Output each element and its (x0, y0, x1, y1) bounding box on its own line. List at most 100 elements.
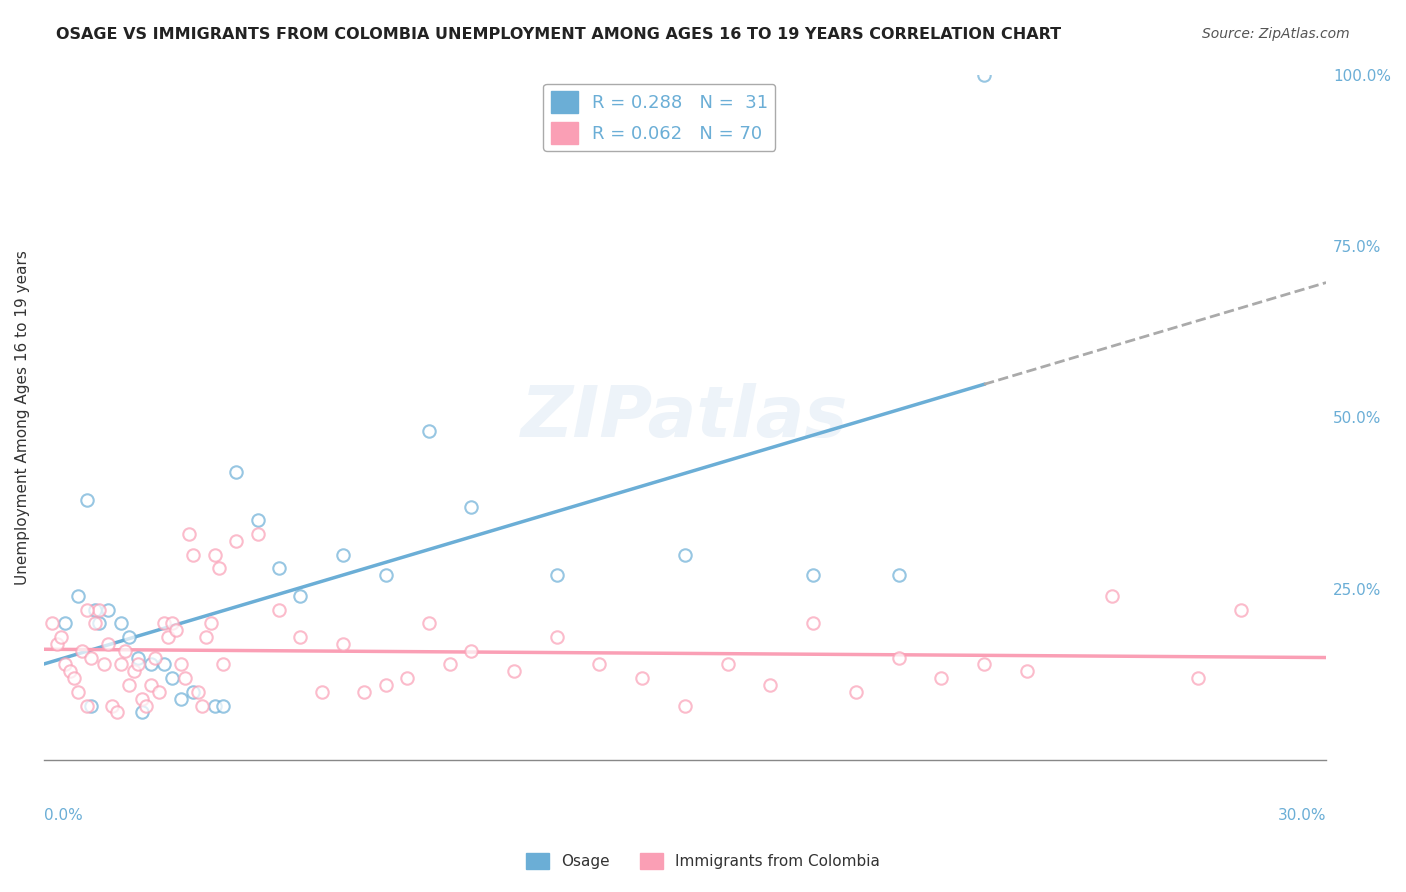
Point (131, 706, 153, 720)
Point (58, 665, 80, 679)
Point (374, 678, 396, 692)
Point (439, 657, 461, 672)
Point (152, 657, 174, 672)
Point (418, 616, 440, 631)
Point (118, 678, 141, 692)
Point (76, 602, 98, 616)
Point (148, 685, 170, 699)
Point (200, 616, 222, 631)
Point (156, 630, 179, 644)
Point (131, 691, 153, 706)
Y-axis label: Unemployment Among Ages 16 to 19 years: Unemployment Among Ages 16 to 19 years (15, 250, 30, 585)
Point (93, 657, 115, 672)
Point (174, 671, 197, 685)
Text: ZIPatlas: ZIPatlas (522, 383, 849, 452)
Point (225, 466, 247, 480)
Point (1101, 589, 1123, 603)
Point (208, 561, 231, 575)
Point (267, 561, 290, 575)
Point (374, 568, 396, 582)
Point (290, 589, 312, 603)
Text: 0.0%: 0.0% (44, 808, 83, 823)
Point (845, 685, 868, 699)
Point (801, 616, 824, 631)
Point (801, 568, 824, 582)
Point (396, 671, 419, 685)
Point (135, 698, 157, 713)
Point (183, 548, 205, 562)
Point (931, 671, 953, 685)
Text: OSAGE VS IMMIGRANTS FROM COLOMBIA UNEMPLOYMENT AMONG AGES 16 TO 19 YEARS CORRELA: OSAGE VS IMMIGRANTS FROM COLOMBIA UNEMPL… (56, 27, 1062, 42)
Point (503, 665, 526, 679)
Point (49, 630, 72, 644)
Point (631, 671, 654, 685)
Point (97, 637, 120, 651)
Point (160, 616, 183, 631)
Point (89, 616, 111, 631)
Legend: R = 0.288   N =  31, R = 0.062   N = 70: R = 0.288 N = 31, R = 0.062 N = 70 (543, 84, 775, 151)
Point (187, 685, 209, 699)
Point (195, 630, 218, 644)
Point (118, 630, 141, 644)
Point (80, 650, 103, 665)
Point (887, 650, 910, 665)
Point (204, 698, 226, 713)
Point (76, 492, 98, 507)
Point (72, 643, 94, 657)
Point (204, 548, 226, 562)
Point (89, 602, 111, 616)
Point (152, 616, 174, 631)
Point (41, 616, 63, 631)
Point (139, 678, 162, 692)
Point (101, 698, 124, 713)
Point (67, 589, 90, 603)
Point (169, 657, 191, 672)
Point (165, 623, 187, 637)
Point (110, 657, 132, 672)
Point (290, 630, 312, 644)
Point (460, 643, 482, 657)
Point (62, 671, 84, 685)
Point (973, 68, 995, 82)
Point (673, 698, 696, 713)
Point (183, 685, 205, 699)
Point (353, 685, 375, 699)
Point (212, 657, 235, 672)
Point (45, 637, 67, 651)
Point (1229, 602, 1251, 616)
Point (717, 657, 740, 672)
Point (191, 698, 214, 713)
Point (546, 630, 568, 644)
Point (127, 650, 149, 665)
Point (114, 643, 136, 657)
Point (84, 602, 107, 616)
Point (332, 548, 354, 562)
Point (110, 616, 132, 631)
Point (887, 568, 910, 582)
Point (53, 616, 76, 631)
Point (1015, 665, 1038, 679)
Point (267, 602, 290, 616)
Text: Source: ZipAtlas.com: Source: ZipAtlas.com (1202, 27, 1350, 41)
Point (127, 657, 149, 672)
Point (160, 671, 183, 685)
Point (97, 602, 120, 616)
Point (973, 657, 995, 672)
Legend: Osage, Immigrants from Colombia: Osage, Immigrants from Colombia (520, 847, 886, 875)
Text: 30.0%: 30.0% (1278, 808, 1326, 823)
Point (169, 691, 191, 706)
Point (759, 678, 782, 692)
Point (105, 706, 128, 720)
Point (460, 500, 482, 514)
Point (80, 698, 103, 713)
Point (53, 657, 76, 672)
Point (246, 513, 269, 527)
Point (225, 533, 247, 548)
Point (246, 527, 269, 541)
Point (332, 637, 354, 651)
Point (311, 685, 333, 699)
Point (673, 548, 696, 562)
Point (418, 424, 440, 438)
Point (67, 685, 90, 699)
Point (122, 665, 145, 679)
